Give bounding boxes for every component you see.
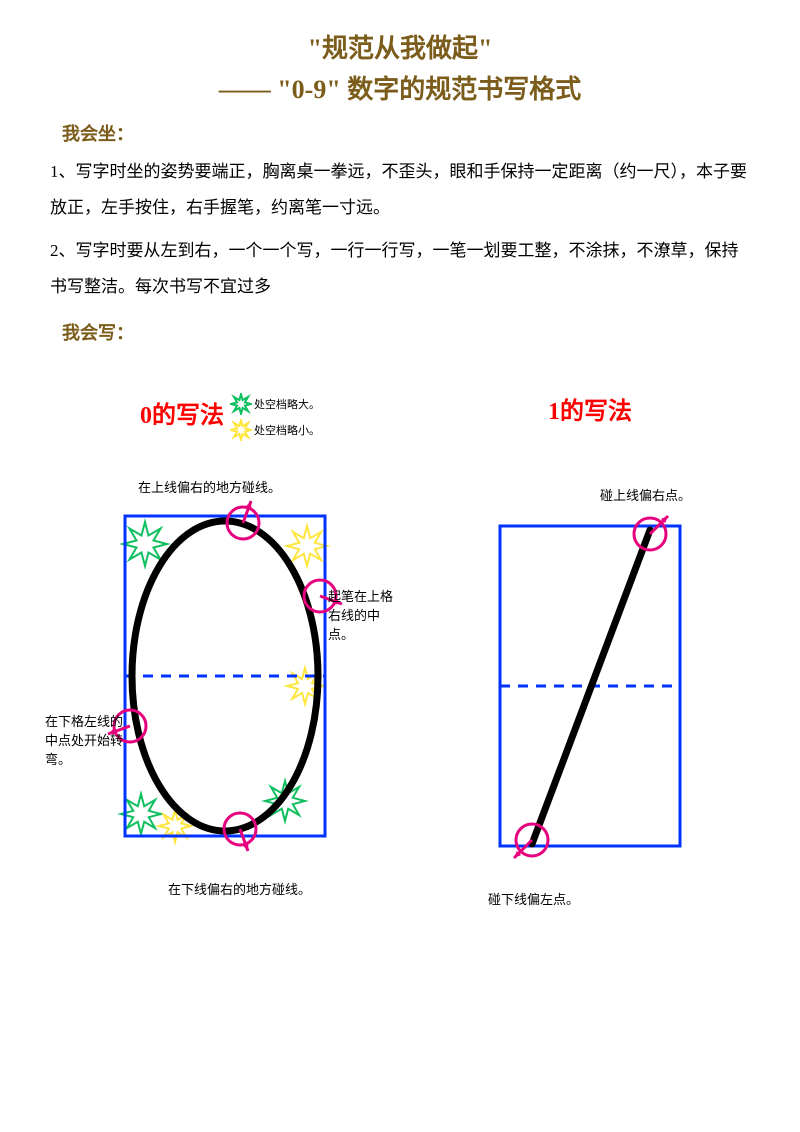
ann-0-right: 起笔在上格右线的中点。 (328, 586, 398, 643)
legend-small-gap: 处空档略小。 (254, 422, 320, 438)
diagram-1-svg (460, 481, 720, 911)
diagram-0-svg (80, 471, 380, 901)
diagram-0-legend: 处空档略大。 处空档略小。 (230, 393, 320, 441)
ann-0-left: 在下格左线的中点处开始转弯。 (45, 711, 123, 768)
ann-1-bottom: 碰下线偏左点。 (488, 889, 579, 908)
ann-0-top: 在上线偏右的地方碰线。 (138, 477, 281, 496)
diagram-0-title: 0的写法 (140, 395, 224, 430)
diagram-0: 0的写法 处空档略大。 处空档略小。 在上线偏右的地方碰线。 起笔在上格右线的中… (60, 395, 400, 911)
legend-large-gap: 处空档略大。 (254, 396, 320, 412)
diagram-1: 1的写法 碰上线偏右点。 碰下线偏左点。 (440, 395, 740, 911)
ann-0-bottom: 在下线偏右的地方碰线。 (168, 879, 311, 898)
section-write-label: 我会写： (62, 319, 750, 345)
paragraph-1: 1、写字时坐的姿势要端正，胸离桌一拳远，不歪头，眼和手保持一定距离（约一尺），本… (50, 154, 750, 225)
title-line-1: "规范从我做起" (50, 28, 750, 65)
diagrams-row: 0的写法 处空档略大。 处空档略小。 在上线偏右的地方碰线。 起笔在上格右线的中… (50, 395, 750, 911)
title-line-2: —— "0-9" 数字的规范书写格式 (50, 69, 750, 106)
diagram-1-title: 1的写法 (548, 391, 632, 426)
ann-1-top: 碰上线偏右点。 (600, 485, 691, 504)
section-sit-label: 我会坐： (62, 120, 750, 146)
paragraph-2: 2、写字时要从左到右，一个一个写，一行一行写，一笔一划要工整，不涂抹，不潦草，保… (50, 233, 750, 304)
